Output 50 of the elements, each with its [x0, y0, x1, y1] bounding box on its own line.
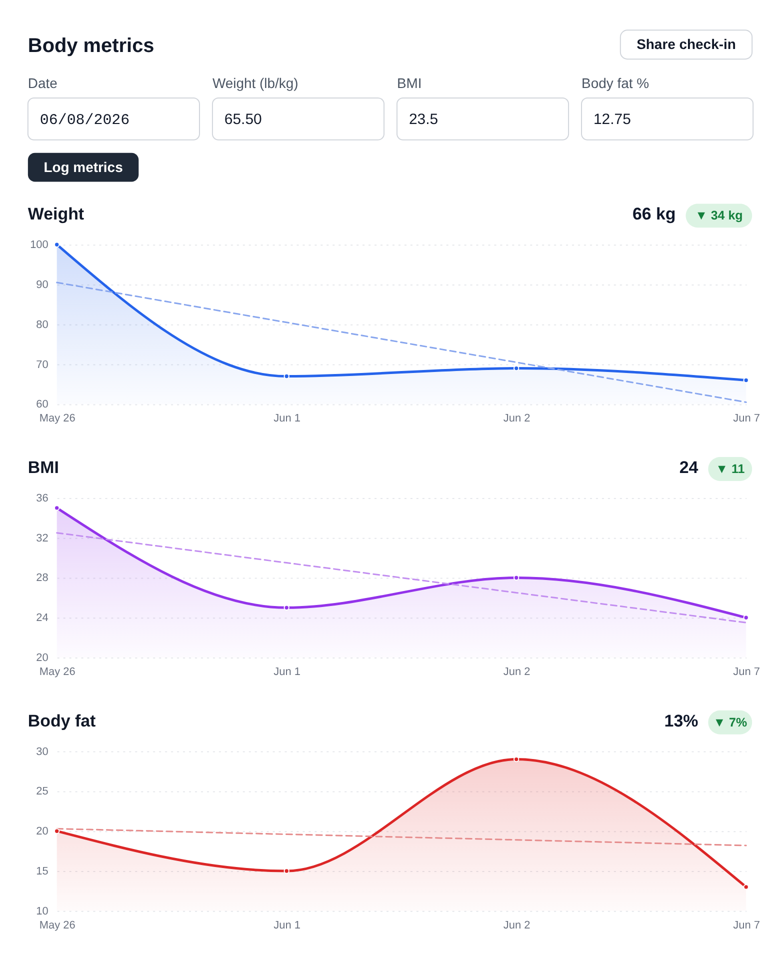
- text: Body fat %: [582, 75, 649, 92]
- text: 23.5: [408, 110, 438, 128]
- text: Body metrics: [28, 35, 154, 58]
- text: ▼ 34 kg: [695, 208, 743, 223]
- x-tick-label: May 26: [39, 919, 76, 932]
- y-tick-label: 80: [36, 318, 48, 331]
- text: 66 kg: [632, 204, 676, 224]
- text: 12.75: [593, 110, 631, 128]
- x-tick-label: Jun 2: [503, 919, 530, 932]
- text: Log metrics: [44, 158, 124, 175]
- text: 24: [679, 458, 699, 478]
- chart-title: Body fat: [28, 711, 96, 730]
- x-tick-label: Jun 1: [274, 412, 301, 425]
- text: ▼ 7%: [713, 715, 748, 730]
- text: ▼ 11: [716, 462, 745, 476]
- y-tick-label: 20: [36, 826, 48, 838]
- y-tick-label: 60: [36, 398, 48, 411]
- x-tick-label: May 26: [39, 412, 76, 425]
- chart-title: BMI: [28, 458, 59, 478]
- y-tick-label: 25: [36, 786, 48, 798]
- x-tick-label: Jun 2: [503, 666, 530, 678]
- y-tick-label: 15: [36, 865, 48, 878]
- chart-title: Weight: [28, 204, 84, 224]
- y-tick-label: 32: [36, 532, 48, 544]
- x-tick-label: May 26: [39, 666, 76, 678]
- y-tick-label: 24: [36, 612, 48, 624]
- line-series: [56, 532, 747, 624]
- x-tick-label: Jun 7: [733, 919, 760, 932]
- x-tick-label: Jun 2: [503, 412, 530, 425]
- y-tick-label: 10: [36, 905, 48, 918]
- x-tick-label: Jun 7: [733, 666, 760, 678]
- text: Date: [28, 75, 58, 92]
- line-series: [56, 282, 747, 403]
- text: 13%: [664, 711, 698, 730]
- text: Share check-in: [636, 36, 736, 52]
- y-tick-label: 90: [36, 278, 48, 291]
- y-tick-label: 70: [36, 358, 48, 371]
- text: BMI: [396, 75, 422, 92]
- x-tick-label: Jun 1: [274, 919, 301, 932]
- y-tick-label: 28: [36, 572, 48, 584]
- x-tick-label: Jun 7: [733, 412, 760, 425]
- y-tick-label: 36: [36, 492, 48, 504]
- y-tick-label: 20: [36, 652, 48, 664]
- text: 65.50: [224, 110, 262, 128]
- line-series: [56, 828, 747, 846]
- x-tick-label: Jun 1: [274, 666, 301, 678]
- y-tick-label: 100: [30, 239, 48, 252]
- text: Weight (lb/kg): [212, 75, 298, 92]
- y-tick-label: 30: [36, 746, 48, 758]
- text: 06/08/2026: [40, 112, 130, 129]
